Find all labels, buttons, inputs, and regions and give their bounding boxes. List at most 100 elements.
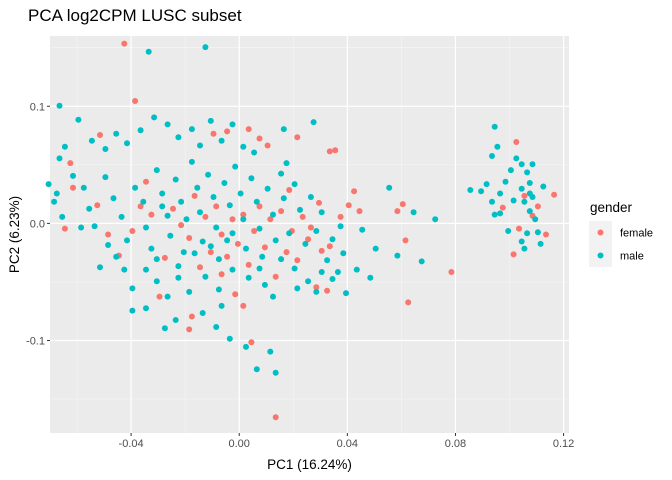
female-point — [272, 273, 279, 280]
male-point — [253, 366, 260, 373]
female-point — [218, 271, 225, 278]
male-point — [245, 274, 252, 281]
female-point — [251, 228, 258, 234]
x-tick-label: 0.04 — [337, 438, 358, 450]
female-point — [394, 208, 401, 215]
female-point — [264, 142, 271, 149]
male-point — [329, 236, 336, 243]
female-point — [186, 326, 193, 333]
male-point — [291, 265, 298, 272]
male-point — [237, 190, 244, 197]
male-point — [386, 184, 393, 191]
male-point — [191, 250, 198, 257]
female-point — [170, 205, 176, 212]
male-point — [540, 183, 547, 190]
male-point — [207, 117, 214, 124]
male-point — [494, 143, 501, 150]
male-point — [153, 278, 160, 285]
legend-swatch-female — [597, 229, 604, 236]
male-point — [267, 348, 274, 355]
male-point — [215, 286, 222, 293]
male-point — [202, 44, 209, 51]
male-point — [172, 317, 179, 323]
male-point — [118, 213, 125, 220]
female-point — [224, 128, 231, 135]
male-point — [432, 216, 439, 223]
x-tick-label: 0.00 — [229, 438, 250, 450]
chart-title: PCA log2CPM LUSC subset — [28, 6, 242, 25]
female-point — [229, 216, 236, 223]
x-tick-label: 0.08 — [445, 438, 466, 450]
male-point — [153, 256, 160, 263]
male-point — [167, 232, 174, 239]
legend-entries: female male — [589, 221, 653, 267]
female-point — [316, 199, 322, 206]
male-point — [302, 240, 309, 247]
female-point — [307, 224, 314, 231]
female-point — [351, 188, 358, 195]
y-tick-label: -0.1 — [26, 335, 45, 347]
male-point — [251, 149, 258, 156]
male-point — [483, 181, 490, 188]
male-point — [221, 180, 228, 186]
legend-label-male: male — [620, 251, 644, 263]
male-point — [518, 185, 525, 192]
male-point — [418, 258, 425, 265]
male-point — [229, 121, 236, 128]
female-point — [305, 236, 312, 243]
x-axis-ticks: -0.04 0.00 0.04 0.08 0.12 — [119, 433, 574, 450]
male-point — [51, 198, 58, 205]
male-point — [489, 153, 495, 159]
female-point — [191, 192, 198, 199]
female-point — [294, 257, 301, 264]
male-point — [264, 185, 271, 192]
male-point — [507, 167, 514, 174]
male-point — [521, 198, 528, 205]
female-point — [218, 231, 225, 238]
female-point — [510, 251, 517, 258]
female-point — [161, 254, 168, 261]
male-point — [56, 102, 63, 109]
female-point — [61, 225, 68, 232]
male-point — [197, 209, 203, 216]
female-point — [534, 203, 541, 210]
male-point — [97, 264, 103, 271]
male-point — [526, 208, 533, 215]
male-point — [232, 163, 239, 170]
male-point — [256, 225, 263, 232]
male-point — [278, 256, 285, 263]
male-point — [521, 245, 528, 252]
female-point — [245, 126, 252, 133]
male-point — [188, 126, 195, 133]
male-point — [78, 224, 85, 231]
female-point — [207, 249, 214, 256]
male-point — [529, 161, 536, 168]
male-point — [229, 266, 236, 273]
male-point — [143, 266, 149, 273]
male-point — [259, 253, 266, 260]
male-point — [518, 161, 525, 168]
female-point — [448, 269, 455, 275]
female-point — [337, 213, 344, 220]
legend: gender female male — [589, 200, 653, 267]
female-point — [516, 225, 522, 232]
male-point — [161, 325, 168, 332]
female-point — [513, 139, 520, 145]
female-point — [234, 240, 241, 247]
female-point — [178, 222, 185, 229]
male-point — [226, 335, 233, 342]
male-point — [467, 187, 474, 193]
female-point — [326, 148, 333, 155]
male-point — [261, 281, 268, 288]
female-point — [148, 211, 155, 218]
female-point — [240, 302, 247, 309]
female-point — [324, 287, 331, 294]
male-point — [56, 155, 63, 162]
male-point — [45, 181, 52, 188]
male-point — [367, 274, 374, 281]
male-point — [372, 245, 379, 252]
male-point — [121, 266, 128, 273]
female-point — [67, 160, 74, 167]
male-point — [343, 290, 349, 297]
